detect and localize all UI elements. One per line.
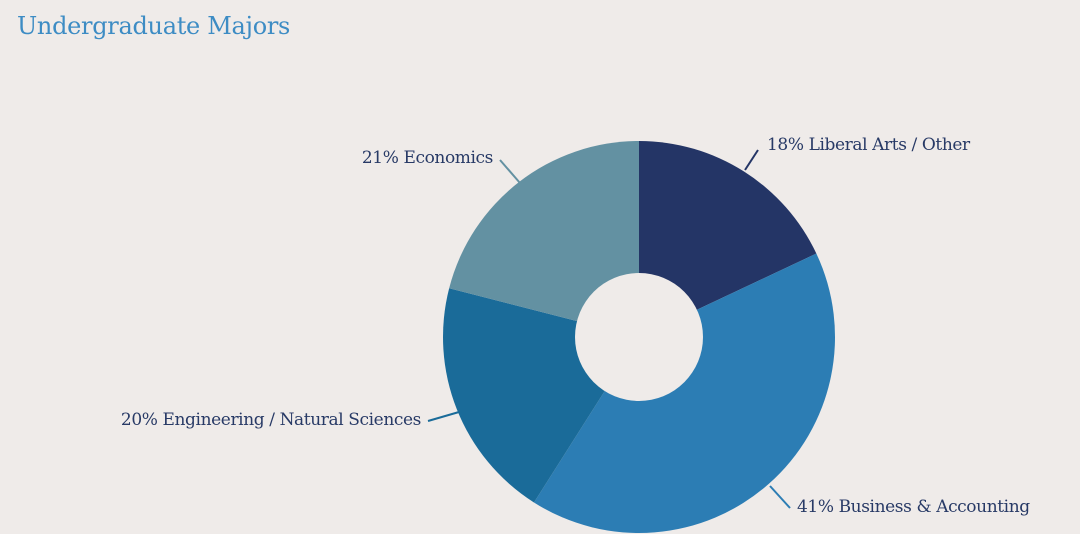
slice-label-business-accounting: 41% Business & Accounting (797, 497, 1030, 517)
slice-liberal-arts-other (639, 141, 817, 337)
chart-title: Undergraduate Majors (17, 12, 291, 40)
leader-line-business-accounting (769, 485, 791, 509)
leader-line-engineering-natural-sciences (427, 411, 460, 422)
slice-labels-layer: 18% Liberal Arts / Other 41% Business & A… (121, 135, 1031, 517)
leader-line-liberal-arts-other (744, 149, 759, 171)
slice-label-engineering-natural-sciences: 20% Engineering / Natural Sciences (121, 410, 421, 430)
slice-label-liberal-arts-other: 18% Liberal Arts / Other (767, 135, 971, 155)
leader-lines-layer (427, 149, 791, 509)
donut-hole (575, 273, 703, 401)
slice-label-economics: 21% Economics (362, 148, 493, 168)
leader-line-economics (499, 159, 521, 184)
slice-business-accounting (533, 253, 835, 533)
slice-economics (449, 141, 639, 337)
